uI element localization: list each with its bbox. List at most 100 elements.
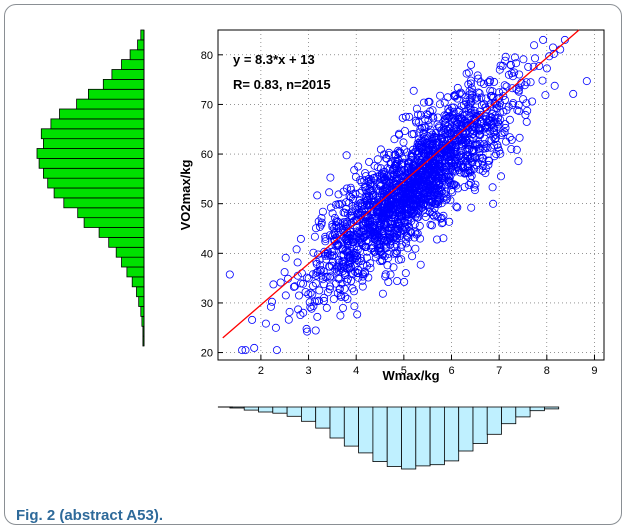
scatter-point (428, 198, 437, 207)
scatter-point (338, 303, 347, 312)
scatter-point (306, 303, 315, 312)
scatter-point (474, 74, 483, 83)
scatter-point (362, 200, 371, 209)
scatter-point (248, 315, 257, 324)
figure-caption: Fig. 2 (abstract A53). (16, 507, 163, 524)
y-tick-label: 80 (201, 50, 213, 62)
y-histogram-bar (77, 207, 145, 219)
scatter-point (429, 190, 438, 199)
scatter-point (363, 196, 372, 205)
scatter-point (514, 157, 523, 166)
scatter-point (352, 235, 361, 244)
scatter-point (267, 297, 276, 306)
scatter-point (310, 297, 319, 306)
scatter-point (269, 280, 278, 289)
scatter-point (408, 209, 417, 218)
y-histogram-bar (126, 266, 145, 278)
scatter-point (311, 224, 320, 233)
scatter-point (467, 203, 476, 212)
scatter-point (392, 249, 401, 258)
scatter-point (436, 186, 445, 195)
y-histogram-bar (63, 197, 145, 209)
scatter-point (507, 135, 516, 144)
scatter-point (539, 35, 548, 44)
scatter-point (356, 235, 365, 244)
scatter-point (410, 161, 419, 170)
scatter-point (381, 213, 390, 222)
scatter-point (383, 236, 392, 245)
scatter-point (371, 230, 380, 239)
scatter-point (488, 183, 497, 192)
scatter-point (434, 181, 443, 190)
x-histogram-bar (515, 406, 531, 418)
scatter-point (402, 231, 411, 240)
scatter-point (468, 91, 477, 100)
scatter-point (353, 242, 362, 251)
scatter-point (389, 263, 398, 272)
x-histogram-bar (372, 406, 388, 462)
scatter-point (403, 217, 412, 226)
scatter-point (483, 143, 492, 152)
scatter-point (425, 97, 434, 106)
scatter-point (437, 219, 446, 228)
scatter-point (450, 124, 459, 133)
scatter-point (472, 96, 481, 105)
scatter-point (453, 83, 462, 92)
scatter-point (396, 229, 405, 238)
scatter-point (319, 267, 328, 276)
y-histogram-bar (131, 276, 145, 288)
scatter-point (419, 205, 428, 214)
scatter-point (351, 189, 360, 198)
x-histogram-bar (315, 406, 331, 429)
scatter-point (491, 99, 500, 108)
scatter-point (370, 161, 379, 170)
scatter-point (353, 310, 362, 319)
scatter-point (438, 218, 447, 227)
scatter-point (350, 262, 359, 271)
y-histogram-bar (43, 138, 145, 149)
scatter-point (385, 233, 394, 242)
scatter-point (504, 70, 513, 79)
scatter-point (281, 291, 290, 300)
scatter-point (365, 157, 374, 166)
scatter-point (384, 249, 393, 258)
scatter-point (480, 123, 489, 132)
scatter-point (302, 324, 311, 333)
scatter-point (334, 190, 343, 199)
scatter-point (358, 272, 367, 281)
y-histogram-bar (43, 167, 145, 179)
scatter-point (469, 129, 478, 138)
x-histogram-bar (329, 406, 345, 439)
scatter-point (329, 295, 338, 304)
scatter-point (308, 270, 317, 279)
scatter-point (388, 210, 397, 219)
equation-annotation: y = 8.3*x + 13 (233, 52, 315, 67)
scatter-point (522, 99, 531, 108)
scatter-point (456, 136, 465, 145)
scatter-point (439, 234, 448, 243)
scatter-point (393, 276, 402, 285)
y-histogram (36, 29, 145, 347)
scatter-point (435, 100, 444, 109)
scatter-point (285, 307, 294, 316)
scatter-point (401, 269, 410, 278)
scatter-point (496, 149, 505, 158)
scatter-point (490, 126, 499, 135)
scatter-point (315, 266, 324, 275)
scatter-point (481, 169, 490, 178)
x-histogram-bar (386, 406, 402, 467)
scatter-point (367, 206, 376, 215)
scatter-point (369, 174, 378, 183)
scatter-point (419, 200, 428, 209)
scatter-point (500, 128, 509, 137)
scatter-point (411, 244, 420, 253)
scatter-point (225, 270, 234, 279)
scatter-point (475, 130, 484, 139)
y-histogram-bar (108, 236, 145, 248)
x-histogram-bar (443, 406, 460, 462)
scatter-point (486, 86, 495, 95)
scatter-point (379, 212, 388, 221)
scatter-point (455, 89, 464, 98)
scatter-point (326, 203, 335, 212)
scatter-point (445, 161, 454, 170)
